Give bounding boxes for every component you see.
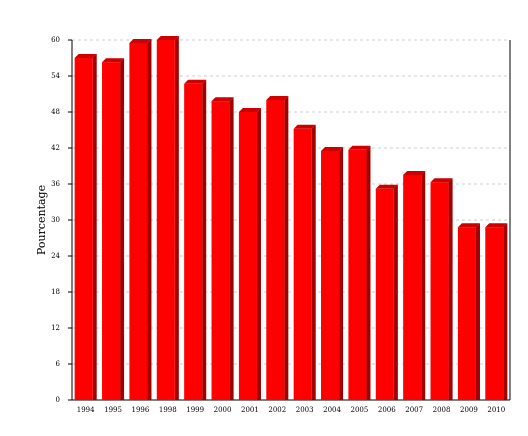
- bar-top: [266, 96, 289, 100]
- bar-top: [321, 147, 344, 151]
- x-tick-label: 2000: [214, 406, 232, 414]
- y-tick-label: 18: [51, 288, 60, 296]
- bar: [156, 40, 175, 400]
- bar-top: [348, 145, 371, 150]
- bar-side: [147, 39, 152, 400]
- bar: [430, 182, 449, 400]
- bar-top: [74, 54, 97, 58]
- bar-side: [393, 184, 398, 400]
- bar-top: [129, 39, 152, 43]
- bar: [403, 175, 422, 400]
- x-tick-label: 2004: [323, 406, 341, 414]
- bar-top: [375, 184, 398, 189]
- bar-top: [403, 171, 426, 175]
- y-tick-label: 60: [51, 36, 60, 44]
- bar-top: [102, 58, 125, 63]
- x-tick-label: 1995: [104, 406, 122, 414]
- bar-side: [174, 36, 179, 400]
- bar-side: [256, 108, 261, 400]
- bar: [74, 58, 93, 400]
- bar-top: [430, 178, 453, 183]
- y-axis-label: Pourcentage: [35, 185, 48, 255]
- bar-side: [202, 79, 207, 401]
- bar: [348, 149, 367, 400]
- y-tick-label: 12: [51, 324, 60, 332]
- x-tick-label: 2007: [405, 406, 423, 414]
- bar-top: [211, 97, 234, 102]
- bar: [266, 100, 285, 400]
- x-tick-label: 2001: [241, 406, 259, 414]
- bar-side: [339, 147, 344, 400]
- bar-side: [421, 171, 426, 400]
- x-tick-label: 1994: [77, 406, 95, 414]
- bar-top: [184, 79, 207, 84]
- x-tick-label: 2008: [433, 406, 451, 414]
- y-tick-label: 30: [51, 216, 60, 224]
- bar: [184, 83, 203, 401]
- bar: [321, 151, 340, 400]
- bar-top: [457, 223, 480, 228]
- x-tick-label: 2003: [296, 406, 314, 414]
- bar: [129, 43, 148, 400]
- y-tick-label: 24: [51, 252, 60, 260]
- bar-side: [311, 124, 316, 401]
- bar-top: [293, 124, 316, 129]
- y-tick-label: 54: [51, 72, 60, 80]
- bar-top: [156, 36, 179, 40]
- bar-side: [92, 54, 97, 400]
- x-tick-label: 2002: [268, 406, 286, 414]
- bar-side: [120, 58, 125, 400]
- y-tick-label: 6: [56, 360, 61, 368]
- bar-side: [229, 97, 234, 400]
- y-tick-label: 48: [51, 108, 60, 116]
- y-tick-label: 42: [51, 144, 60, 152]
- y-tick-label: 0: [56, 396, 60, 404]
- bar: [485, 227, 504, 400]
- bar-top: [238, 108, 261, 112]
- x-tick-label: 1998: [159, 406, 177, 414]
- bar: [293, 128, 312, 401]
- bar: [457, 227, 476, 400]
- bar: [211, 101, 230, 400]
- x-tick-label: 2005: [351, 406, 369, 414]
- bar-top: [485, 223, 508, 228]
- bar: [375, 188, 394, 400]
- x-tick-label: 1996: [132, 406, 150, 414]
- x-tick-label: 2010: [487, 406, 505, 414]
- bar-side: [503, 223, 508, 400]
- bar-side: [448, 178, 453, 400]
- bar: [102, 62, 121, 400]
- y-tick-label: 36: [51, 180, 60, 188]
- bar: [238, 112, 257, 400]
- x-tick-label: 1999: [186, 406, 204, 414]
- x-tick-label: 2009: [460, 406, 478, 414]
- bar-side: [475, 223, 480, 400]
- bar-side: [366, 145, 371, 400]
- bar-side: [284, 96, 289, 400]
- x-tick-label: 2006: [378, 406, 396, 414]
